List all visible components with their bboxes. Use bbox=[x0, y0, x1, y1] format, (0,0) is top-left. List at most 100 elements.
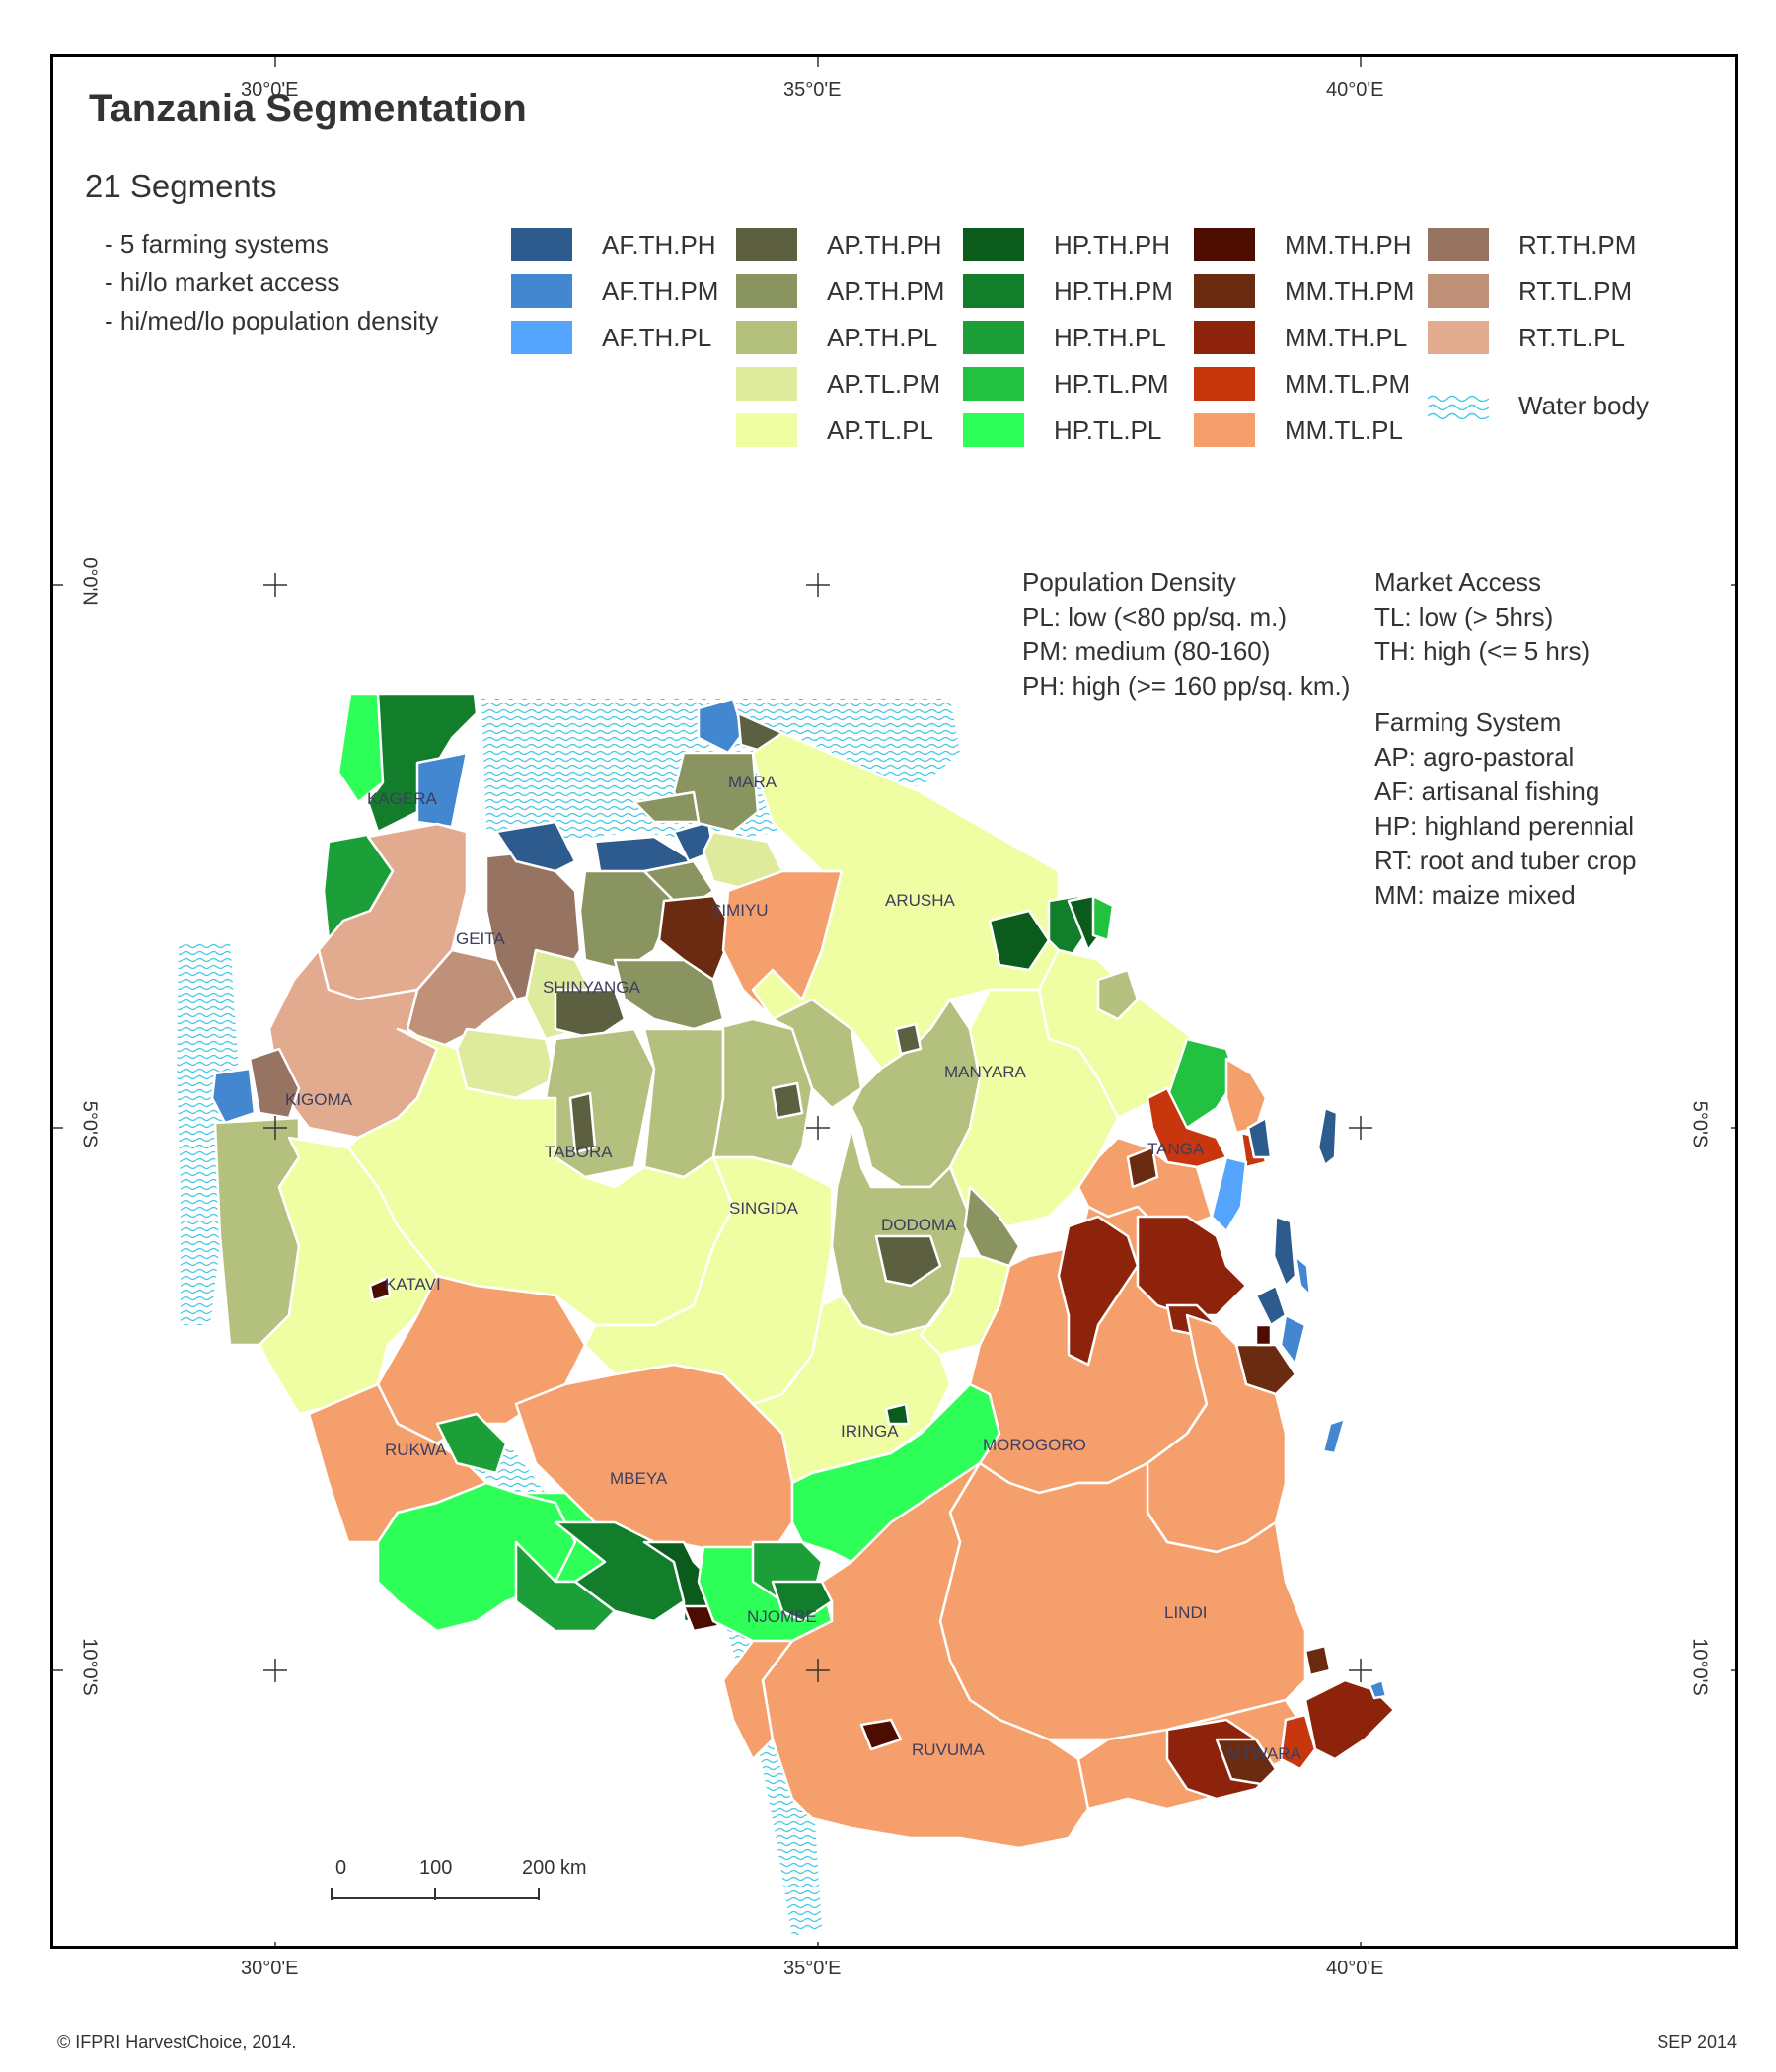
legend-swatch bbox=[511, 228, 572, 261]
legend-label: MM.TL.PM bbox=[1285, 368, 1411, 399]
legend-swatch bbox=[736, 321, 797, 354]
legend-label: AP.TL.PL bbox=[827, 414, 933, 445]
lon-top-label: 40°0'E bbox=[1326, 79, 1384, 101]
legend-item: RT.TL.PM bbox=[1428, 273, 1632, 309]
legend-swatch bbox=[736, 228, 797, 261]
region-katavi-mmph bbox=[368, 1276, 392, 1302]
date-footer: SEP 2014 bbox=[1657, 2033, 1737, 2052]
region-mtwara-af bbox=[1368, 1678, 1388, 1700]
region-mwanza-af bbox=[494, 820, 577, 873]
region-label: MANYARA bbox=[944, 1063, 1026, 1081]
region-arusha-hp4 bbox=[1091, 894, 1115, 942]
island-zanzibar bbox=[1272, 1215, 1297, 1288]
legend-item: MM.TL.PL bbox=[1194, 412, 1403, 448]
legend-swatch bbox=[1194, 274, 1255, 308]
region-label: TANGA bbox=[1147, 1140, 1205, 1158]
legend-label: AP.TL.PM bbox=[827, 368, 941, 399]
region-shinyanga-ap2 bbox=[613, 958, 725, 1031]
legend-item: AF.TH.PL bbox=[511, 320, 711, 355]
legend-item: RT.TH.PM bbox=[1428, 227, 1636, 262]
farming-system-heading: Farming System bbox=[1374, 707, 1562, 737]
farming-system-line: AF: artisanal fishing bbox=[1374, 777, 1600, 806]
population-density-line: PL: low (<80 pp/sq. m.) bbox=[1022, 602, 1288, 631]
region-manyara-ap bbox=[894, 1022, 923, 1056]
legend-swatch bbox=[1194, 321, 1255, 354]
lat-right-label: 10°0'S bbox=[1688, 1638, 1711, 1696]
legend-item: AP.TH.PM bbox=[736, 273, 944, 309]
lat-right-label: 5°0'S bbox=[1688, 1100, 1711, 1148]
legend-water-body: Water body bbox=[1428, 388, 1649, 423]
region-iringa-hp2 bbox=[884, 1402, 911, 1426]
region-mtwara-mm3 bbox=[1279, 1713, 1317, 1771]
lon-bottom-label: 35°0'E bbox=[783, 1958, 842, 1979]
legend-label: RT.TL.PL bbox=[1518, 322, 1625, 352]
map-title: Tanzania Segmentation bbox=[89, 87, 527, 130]
legend-swatch bbox=[736, 274, 797, 308]
market-access-legend: Market Access TL: low (> 5hrs) TH: high … bbox=[1374, 565, 1590, 669]
population-density-heading: Population Density bbox=[1022, 567, 1236, 597]
legend-swatch bbox=[963, 367, 1024, 401]
region-label: SIMIYU bbox=[710, 901, 769, 920]
population-density-line: PH: high (>= 160 pp/sq. km.) bbox=[1022, 671, 1351, 701]
map-subtitle: 21 Segments bbox=[85, 168, 277, 204]
legend-swatch bbox=[963, 274, 1024, 308]
region-tabora-ap2 bbox=[642, 1027, 725, 1179]
water-swatch-icon bbox=[1428, 395, 1489, 420]
legend-swatch bbox=[1428, 274, 1489, 308]
region-ruvuma-west bbox=[721, 1639, 794, 1761]
region-morogoro-mm bbox=[1057, 1215, 1140, 1367]
legend-label: RT.TH.PM bbox=[1518, 229, 1637, 259]
market-access-heading: Market Access bbox=[1374, 567, 1542, 597]
region-label: MARA bbox=[728, 773, 777, 791]
legend-item: HP.TL.PM bbox=[963, 366, 1169, 402]
legend-item: HP.TH.PM bbox=[963, 273, 1173, 309]
region-label: MTWARA bbox=[1227, 1744, 1301, 1763]
region-label: SHINYANGA bbox=[543, 978, 640, 997]
region-arusha-hp1 bbox=[988, 909, 1051, 972]
legend-item: HP.TH.PH bbox=[963, 227, 1170, 262]
legend-label: MM.TL.PL bbox=[1285, 414, 1403, 445]
population-density-legend: Population Density PL: low (<80 pp/sq. m… bbox=[1022, 565, 1350, 703]
region-label: DODOMA bbox=[881, 1216, 957, 1234]
region-label: RUKWA bbox=[385, 1441, 447, 1459]
legend-label: MM.TH.PL bbox=[1285, 322, 1408, 352]
legend-item: AF.TH.PH bbox=[511, 227, 716, 262]
region-singida-ap3 bbox=[771, 1081, 804, 1120]
region-dar-mm bbox=[1254, 1323, 1273, 1347]
map-canvas bbox=[53, 57, 1735, 1946]
lon-bottom-label: 30°0'E bbox=[241, 1958, 299, 1979]
legend-item: MM.TH.PM bbox=[1194, 273, 1414, 309]
legend-label: MM.TH.PM bbox=[1285, 275, 1415, 306]
region-tanga-mmtlpm bbox=[1126, 1146, 1159, 1189]
subtitle-bullets: - 5 farming systems - hi/lo market acces… bbox=[105, 225, 438, 340]
legend-label: AP.TH.PH bbox=[827, 229, 942, 259]
legend-item: HP.TL.PL bbox=[963, 412, 1161, 448]
legend-swatch bbox=[736, 413, 797, 447]
region-mara-ap3 bbox=[632, 790, 701, 824]
legend-item: AP.TH.PH bbox=[736, 227, 942, 262]
region-morogoro-mm2 bbox=[1136, 1215, 1248, 1317]
legend-item: AP.TL.PL bbox=[736, 412, 933, 448]
legend-item: MM.TH.PL bbox=[1194, 320, 1407, 355]
region-kilimanjaro-ap bbox=[1096, 968, 1140, 1021]
region-label: NJOMBE bbox=[747, 1607, 817, 1626]
legend-item: HP.TH.PL bbox=[963, 320, 1166, 355]
scale-label-0: 0 bbox=[335, 1857, 347, 1879]
region-pwani-af bbox=[1254, 1284, 1288, 1327]
region-mbeya-hp4 bbox=[514, 1540, 617, 1633]
region-label: RUVUMA bbox=[912, 1740, 985, 1759]
water-body-label: Water body bbox=[1518, 390, 1649, 420]
farming-system-line: MM: maize mixed bbox=[1374, 880, 1576, 910]
legend-label: AP.TH.PL bbox=[827, 322, 938, 352]
region-ruvuma-mm bbox=[859, 1718, 903, 1751]
region-tabora-ap3 bbox=[568, 1091, 597, 1154]
bullet-market-access: - hi/lo market access bbox=[105, 267, 340, 297]
legend-swatch bbox=[511, 274, 572, 308]
legend-label: HP.TH.PM bbox=[1054, 275, 1173, 306]
bullet-population-density: - hi/med/lo population density bbox=[105, 306, 439, 335]
legend-label: AF.TH.PM bbox=[602, 275, 719, 306]
region-label: ARUSHA bbox=[885, 891, 955, 910]
population-density-line: PM: medium (80-160) bbox=[1022, 636, 1271, 666]
legend-item: AF.TH.PM bbox=[511, 273, 718, 309]
bullet-farming-systems: - 5 farming systems bbox=[105, 229, 329, 259]
